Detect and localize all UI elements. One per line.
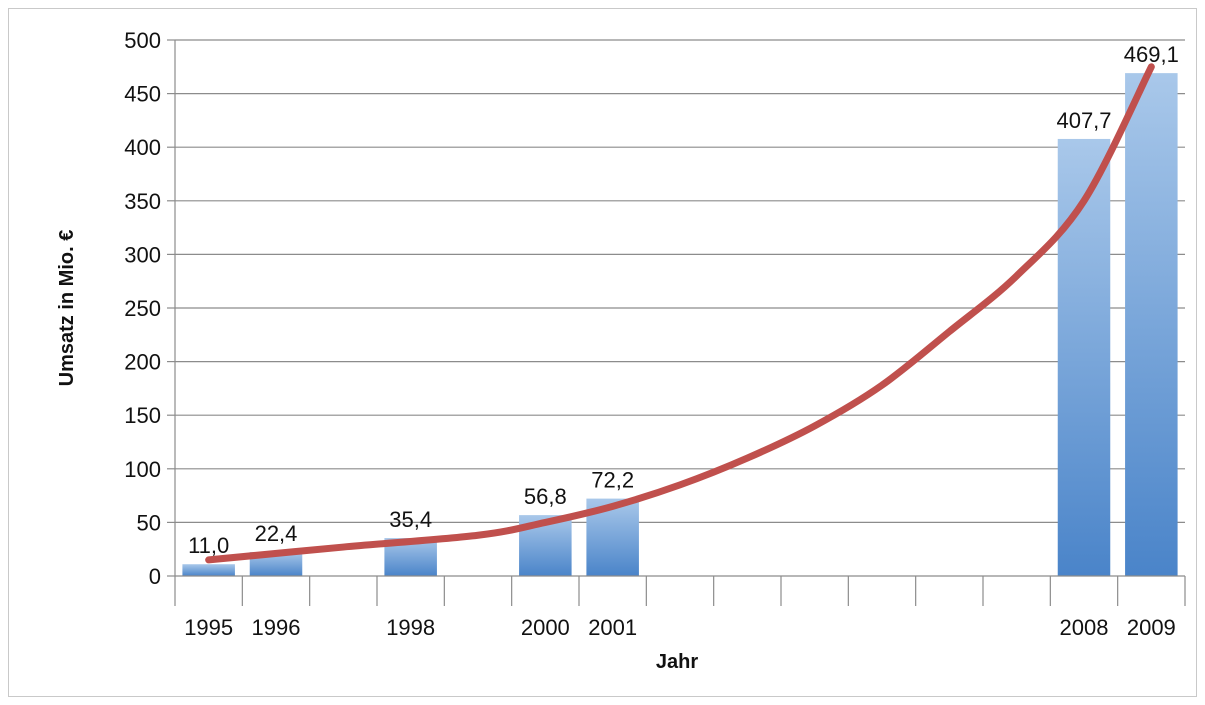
data-label-1995: 11,0 <box>188 533 229 558</box>
x-tick-label-2009: 2009 <box>1127 615 1176 640</box>
bar-2009 <box>1125 73 1178 576</box>
y-axis-title: Umsatz in Mio. € <box>56 230 78 387</box>
y-tick-label: 150 <box>124 403 161 428</box>
x-tick-label-2008: 2008 <box>1060 615 1109 640</box>
data-label-1998: 35,4 <box>389 507 432 532</box>
bar-2008 <box>1057 138 1111 576</box>
bar-1995 <box>182 564 235 576</box>
data-label-2009: 469,1 <box>1124 42 1179 67</box>
x-tick-label-1996: 1996 <box>252 615 301 640</box>
data-label-1996: 22,4 <box>255 521 298 546</box>
y-tick-label: 250 <box>124 296 161 321</box>
y-tick-label: 500 <box>124 28 161 53</box>
y-tick-label: 50 <box>137 510 161 535</box>
x-tick-label-1998: 1998 <box>386 615 435 640</box>
y-tick-label: 350 <box>124 189 161 214</box>
y-tick-label: 100 <box>124 457 161 482</box>
chart-frame <box>8 8 1197 697</box>
y-tick-label: 300 <box>124 242 161 267</box>
y-tick-label: 400 <box>124 135 161 160</box>
data-labels: 11,0 22,4 35,4 56,8 72,2 407,7 469,1 <box>188 42 1179 558</box>
data-label-2001: 72,2 <box>591 468 634 493</box>
bars <box>182 73 1178 576</box>
y-tick-label: 0 <box>149 564 161 589</box>
x-tick-label-2001: 2001 <box>588 615 637 640</box>
y-tick-label: 200 <box>124 350 161 375</box>
x-tick-label-2000: 2000 <box>521 615 570 640</box>
trendline <box>205 63 1155 564</box>
trend-line <box>205 63 1155 564</box>
x-axis-title: Jahr <box>656 651 698 673</box>
x-tick-label-1995: 1995 <box>184 615 233 640</box>
y-tick-label: 450 <box>124 82 161 107</box>
data-label-2008: 407,7 <box>1056 108 1111 133</box>
axes: 0 50 100 150 200 250 300 350 400 450 500 1995 1996 19… <box>124 28 1186 640</box>
data-label-2000: 56,8 <box>524 484 567 509</box>
gridlines <box>175 39 1185 524</box>
